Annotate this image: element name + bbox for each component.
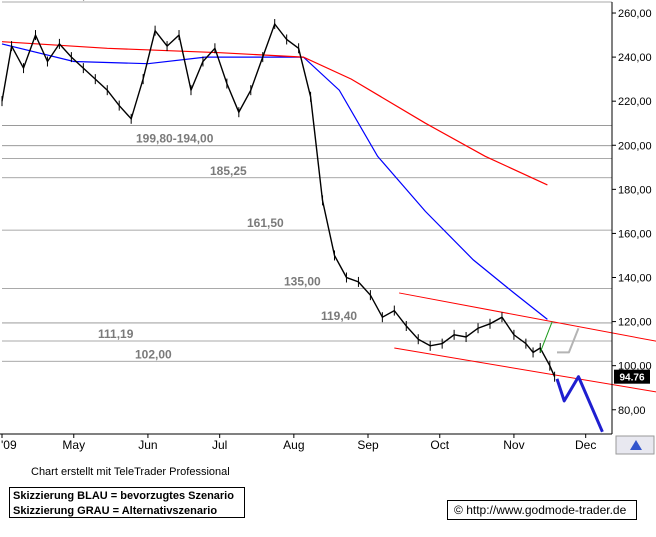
- trend-channel-line-1: [394, 347, 656, 393]
- level-labels: 268,60 199,80-194,00 185,25 161,50 135,00 119…: [62, 0, 357, 361]
- chart-caption: Chart erstellt mit TeleTrader Profession…: [31, 466, 230, 478]
- source-link[interactable]: © http://www.godmode-trader.de: [447, 500, 637, 520]
- scenario-sketches: [539, 321, 604, 433]
- source-url[interactable]: http://www.godmode-trader.de: [466, 503, 627, 517]
- x-tick-label-6: Oct: [430, 438, 449, 452]
- y-tick-label-7: 220,00: [618, 96, 652, 108]
- axes: 80,00 100,00 120,00 140,00 160,00 180,00 200,0…: [0, 2, 655, 455]
- x-tick-label-2: Jun: [138, 438, 157, 452]
- trend-channel: [394, 292, 656, 393]
- x-tick-label-0: '09: [1, 438, 17, 452]
- copyright-icon: ©: [454, 503, 463, 517]
- x-tick-label-4: Aug: [283, 438, 304, 452]
- y-tick-label-9: 260,00: [618, 8, 652, 20]
- level-label-7: 119,40: [321, 309, 357, 323]
- level-label-9: 102,00: [135, 347, 172, 361]
- x-tick-label-3: Jul: [212, 438, 227, 452]
- last-price-label: 94.76: [619, 373, 644, 384]
- moving-average-line-1: [1, 41, 548, 186]
- horizontal-levels: [2, 1, 612, 362]
- last-price-badge: [614, 369, 650, 384]
- level-label-0: 268,60: [62, 0, 99, 2]
- moving-averages: [1, 41, 548, 320]
- x-tick-label-1: May: [62, 438, 85, 452]
- level-label-5: 161,50: [247, 216, 284, 230]
- y-tick-label-2: 120,00: [618, 317, 652, 329]
- level-label-4: 185,25: [210, 164, 247, 178]
- scenario-blue-line: [555, 375, 604, 433]
- level-label-2: 199,80-194,00: [136, 132, 214, 146]
- price-series: [1, 19, 556, 382]
- moving-average-line-0: [1, 43, 548, 320]
- scenario-legend: Skizzierung BLAU = bevorzugtes Szenario …: [9, 487, 245, 518]
- y-tick-label-5: 180,00: [618, 184, 652, 196]
- price-line: [1, 22, 556, 377]
- scenario-gray-line: [557, 327, 580, 354]
- x-tick-label-7: Nov: [503, 438, 524, 452]
- trend-channel-line-0: [399, 292, 656, 342]
- x-tick-label-5: Sep: [357, 438, 379, 452]
- legend-line-blue: Skizzierung BLAU = bevorzugtes Szenario: [13, 490, 234, 502]
- scenario-green-line: [539, 321, 553, 353]
- level-label-8: 111,19: [98, 327, 134, 341]
- legend-line-gray: Skizzierung GRAU = Alternativszenario: [13, 505, 218, 517]
- x-tick-label-8: Dec: [575, 438, 596, 452]
- y-tick-label-4: 160,00: [618, 228, 652, 240]
- y-tick-label-0: 80,00: [618, 405, 646, 417]
- level-label-6: 135,00: [284, 275, 321, 289]
- y-tick-label-6: 200,00: [618, 140, 652, 152]
- triangle-icon: [630, 440, 642, 450]
- y-tick-label-1: 100,00: [618, 361, 652, 373]
- stock-chart: 268,60 199,80-194,00 185,25 161,50 135,00 119…: [0, 0, 656, 455]
- y-tick-label-8: 240,00: [618, 52, 652, 64]
- y-tick-label-3: 140,00: [618, 273, 652, 285]
